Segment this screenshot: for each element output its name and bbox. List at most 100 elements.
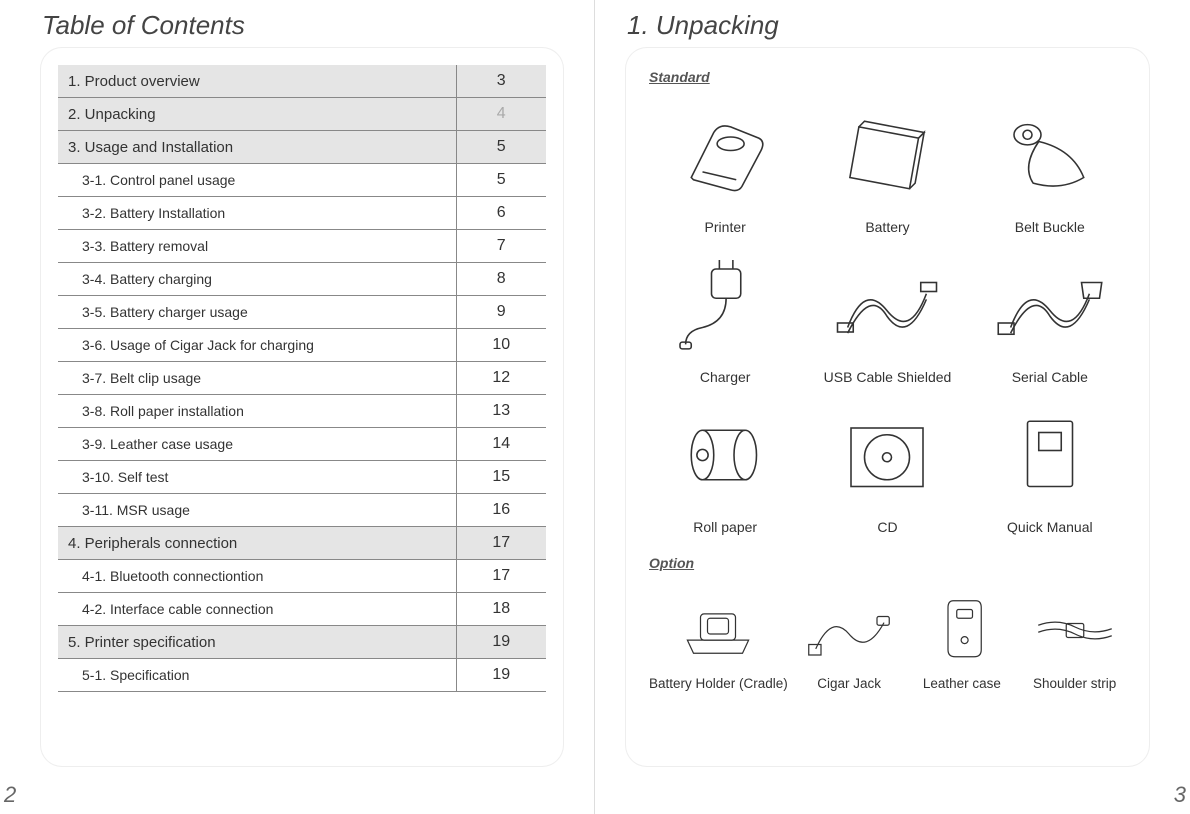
toc-row: 1. Product overview3: [58, 65, 546, 98]
toc-entry-page: 14: [456, 428, 546, 461]
toc-row: 3-5. Battery charger usage9: [58, 296, 546, 329]
toc-entry-page: 4: [456, 98, 546, 131]
toc-entry-title: 5-1. Specification: [58, 659, 456, 692]
item-usb_cable: USB Cable Shielded: [811, 245, 963, 385]
toc-entry-title: 3-8. Roll paper installation: [58, 395, 456, 428]
item-cradle: Battery Holder (Cradle): [649, 581, 788, 691]
toc-entry-page: 8: [456, 263, 546, 296]
item-caption: Shoulder strip: [1033, 676, 1116, 691]
item-cd: CD: [811, 395, 963, 535]
toc-row: 3-6. Usage of Cigar Jack for charging10: [58, 329, 546, 362]
option-grid: Battery Holder (Cradle) Cigar Jack Leather…: [649, 581, 1126, 691]
item-caption: Serial Cable: [1012, 369, 1088, 385]
page-left: Table of Contents 1. Product overview32.…: [0, 0, 595, 814]
toc-entry-title: 3-7. Belt clip usage: [58, 362, 456, 395]
toc-entry-title: 4-1. Bluetooth connectiontion: [58, 560, 456, 593]
toc-entry-page: 19: [456, 626, 546, 659]
toc-row: 2. Unpacking4: [58, 98, 546, 131]
toc-table: 1. Product overview32. Unpacking43. Usag…: [58, 65, 546, 692]
toc-entry-title: 3-3. Battery removal: [58, 230, 456, 263]
item-caption: USB Cable Shielded: [824, 369, 952, 385]
shoulder-icon: [1023, 581, 1126, 672]
toc-entry-title: 3. Usage and Installation: [58, 131, 456, 164]
item-caption: Charger: [700, 369, 751, 385]
toc-entry-title: 1. Product overview: [58, 65, 456, 98]
item-caption: Cigar Jack: [817, 676, 881, 691]
toc-entry-title: 2. Unpacking: [58, 98, 456, 131]
roll_paper-icon: [649, 395, 801, 515]
page-spread: Table of Contents 1. Product overview32.…: [0, 0, 1190, 814]
page-right: 1. Unpacking Standard Printer Battery Belt…: [595, 0, 1190, 814]
toc-row: 3-3. Battery removal7: [58, 230, 546, 263]
page-number-left: 2: [4, 782, 16, 808]
item-belt_buckle: Belt Buckle: [974, 95, 1126, 235]
unpacking-panel: Standard Printer Battery Belt Buckle Charge…: [625, 47, 1150, 767]
toc-row: 5. Printer specification19: [58, 626, 546, 659]
toc-row: 3-2. Battery Installation6: [58, 197, 546, 230]
charger-icon: [649, 245, 801, 365]
toc-entry-page: 3: [456, 65, 546, 98]
toc-entry-title: 3-6. Usage of Cigar Jack for charging: [58, 329, 456, 362]
toc-row: 3-9. Leather case usage14: [58, 428, 546, 461]
toc-row: 4. Peripherals connection17: [58, 527, 546, 560]
toc-entry-page: 19: [456, 659, 546, 692]
item-cigar_jack: Cigar Jack: [798, 581, 901, 691]
quick_manual-icon: [974, 395, 1126, 515]
toc-entry-title: 3-1. Control panel usage: [58, 164, 456, 197]
toc-entry-page: 15: [456, 461, 546, 494]
toc-row: 3-11. MSR usage16: [58, 494, 546, 527]
toc-entry-page: 12: [456, 362, 546, 395]
item-caption: CD: [877, 519, 897, 535]
toc-entry-title: 4. Peripherals connection: [58, 527, 456, 560]
item-caption: Printer: [705, 219, 746, 235]
toc-entry-title: 5. Printer specification: [58, 626, 456, 659]
toc-row: 5-1. Specification19: [58, 659, 546, 692]
toc-row: 3-7. Belt clip usage12: [58, 362, 546, 395]
toc-entry-page: 5: [456, 131, 546, 164]
item-caption: Belt Buckle: [1015, 219, 1085, 235]
toc-entry-page: 13: [456, 395, 546, 428]
printer-icon: [649, 95, 801, 215]
item-caption: Battery: [865, 219, 909, 235]
toc-entry-title: 3-11. MSR usage: [58, 494, 456, 527]
toc-row: 3-1. Control panel usage5: [58, 164, 546, 197]
cigar_jack-icon: [798, 581, 901, 672]
toc-panel: 1. Product overview32. Unpacking43. Usag…: [40, 47, 564, 767]
toc-entry-page: 5: [456, 164, 546, 197]
cradle-icon: [649, 581, 788, 672]
toc-entry-page: 16: [456, 494, 546, 527]
toc-row: 4-1. Bluetooth connectiontion17: [58, 560, 546, 593]
standard-grid: Printer Battery Belt Buckle Charger USB Cabl…: [649, 95, 1126, 535]
toc-row: 3. Usage and Installation5: [58, 131, 546, 164]
item-charger: Charger: [649, 245, 801, 385]
usb_cable-icon: [811, 245, 963, 365]
item-shoulder: Shoulder strip: [1023, 581, 1126, 691]
page-number-right: 3: [1174, 782, 1186, 808]
toc-entry-page: 6: [456, 197, 546, 230]
toc-entry-page: 10: [456, 329, 546, 362]
toc-row: 3-10. Self test15: [58, 461, 546, 494]
item-quick_manual: Quick Manual: [974, 395, 1126, 535]
toc-entry-title: 3-9. Leather case usage: [58, 428, 456, 461]
toc-entry-page: 17: [456, 527, 546, 560]
standard-label: Standard: [649, 69, 1132, 85]
toc-title: Table of Contents: [42, 10, 564, 41]
toc-entry-page: 9: [456, 296, 546, 329]
toc-row: 3-8. Roll paper installation13: [58, 395, 546, 428]
item-battery: Battery: [811, 95, 963, 235]
toc-entry-title: 3-5. Battery charger usage: [58, 296, 456, 329]
item-caption: Leather case: [923, 676, 1001, 691]
item-caption: Quick Manual: [1007, 519, 1093, 535]
item-leather_case: Leather case: [911, 581, 1014, 691]
toc-entry-page: 7: [456, 230, 546, 263]
toc-entry-page: 18: [456, 593, 546, 626]
battery-icon: [811, 95, 963, 215]
item-printer: Printer: [649, 95, 801, 235]
toc-entry-title: 3-2. Battery Installation: [58, 197, 456, 230]
item-serial_cable: Serial Cable: [974, 245, 1126, 385]
serial_cable-icon: [974, 245, 1126, 365]
cd-icon: [811, 395, 963, 515]
unpacking-title: 1. Unpacking: [627, 10, 1150, 41]
item-roll_paper: Roll paper: [649, 395, 801, 535]
belt_buckle-icon: [974, 95, 1126, 215]
